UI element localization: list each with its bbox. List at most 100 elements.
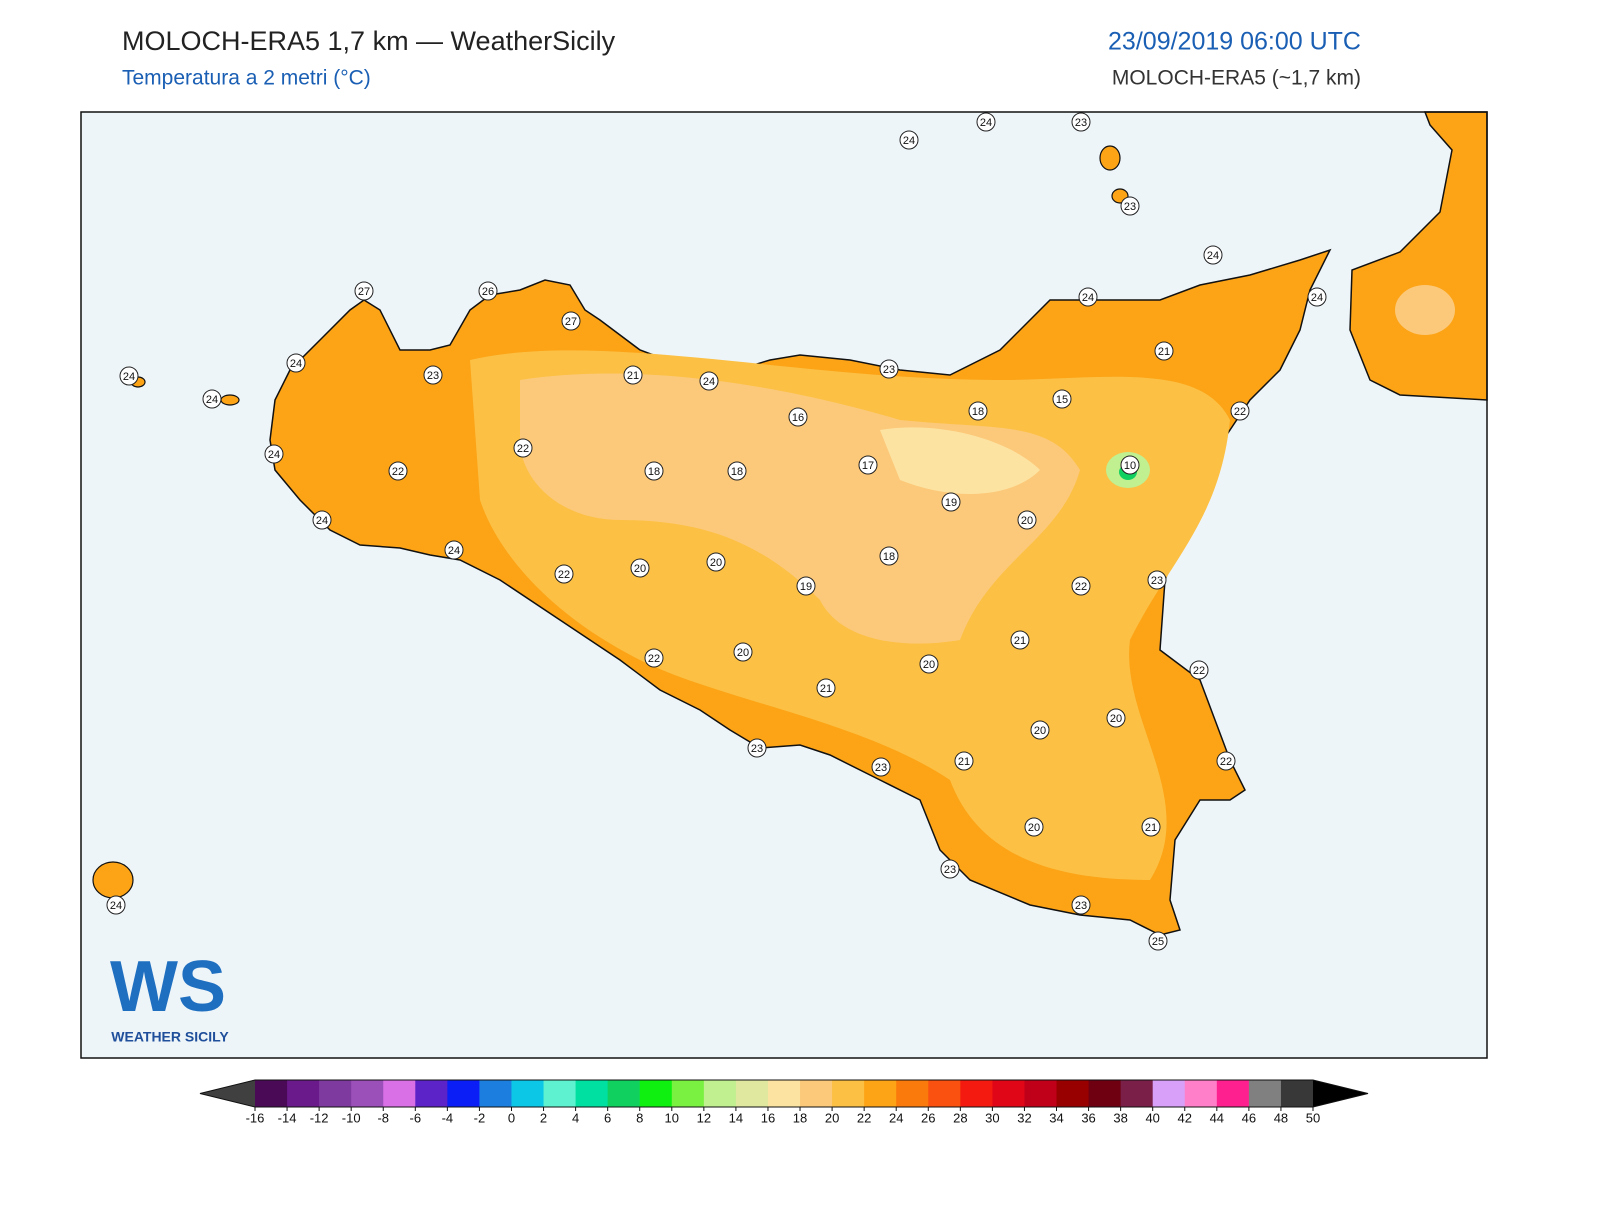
station-marker (513, 438, 533, 458)
station-value: 19 (800, 581, 812, 593)
station-value: 23 (1124, 201, 1136, 213)
station-value: 21 (820, 683, 832, 695)
date: 23/09/2019 06:00 UTC (1108, 28, 1361, 56)
colorbar-tick-label: 14 (729, 1110, 743, 1125)
station-marker (286, 353, 306, 373)
station-marker (976, 112, 996, 132)
colorbar-swatch (1120, 1080, 1154, 1107)
station-marker (561, 311, 581, 331)
station-value: 23 (1075, 117, 1087, 129)
station-marker (879, 546, 899, 566)
station-value: 21 (627, 370, 639, 382)
colorbar-tick-label: -2 (474, 1110, 486, 1125)
station-value: 18 (648, 466, 660, 478)
station-value: 24 (703, 376, 715, 388)
station-value: 20 (1021, 515, 1033, 527)
station-labels: 24 24 23 23 24 24 24 27 26 27 24 24 24 23 21 24 23 21 18 15… (106, 112, 1327, 951)
station-marker (1017, 510, 1037, 530)
colorbar-swatch (319, 1080, 352, 1107)
colorbar-swatch (415, 1080, 448, 1107)
station-value: 24 (1207, 250, 1219, 262)
colorbar-swatch (703, 1080, 737, 1107)
station-marker (1071, 895, 1091, 915)
station-value: 26 (482, 286, 494, 298)
colorbar-swatch (479, 1080, 512, 1107)
colorbar-swatch (960, 1080, 993, 1107)
colorbar-swatch (607, 1080, 641, 1107)
station-marker (630, 558, 650, 578)
logo-text: WS (110, 947, 226, 1027)
station-marker (954, 751, 974, 771)
station-value: 24 (290, 358, 302, 370)
colorbar-tick-label: 10 (665, 1110, 679, 1125)
colorbar-tick-label: 24 (889, 1110, 903, 1125)
station-marker (1024, 817, 1044, 837)
station-marker (1071, 576, 1091, 596)
station-value: 22 (1075, 581, 1087, 593)
subtitle: Temperatura a 2 metri (°C) (122, 67, 371, 90)
station-marker (354, 281, 374, 301)
station-value: 20 (1034, 725, 1046, 737)
station-marker (1189, 660, 1209, 680)
colorbar-tick-label: -16 (246, 1110, 265, 1125)
colorbar: -16 -14 -12 -10 -8 -6 -4 -2 0 2 4 6 8 10 12 14 16 18 20 22 2… (199, 1079, 1369, 1125)
colorbar-tick-label: -12 (310, 1110, 329, 1125)
station-value: 23 (751, 743, 763, 755)
colorbar-swatch (287, 1080, 320, 1107)
station-value: 24 (1082, 292, 1094, 304)
colorbar-tick-label: -8 (377, 1110, 389, 1125)
logo-caption: WEATHER SICILY (111, 1029, 229, 1045)
station-value: 21 (1014, 635, 1026, 647)
colorbar-swatch (255, 1080, 288, 1107)
colorbar-tick-label: 32 (1017, 1110, 1031, 1125)
station-value: 22 (1193, 665, 1205, 677)
station-value: 20 (1110, 713, 1122, 725)
station-marker (1120, 196, 1140, 216)
station-value: 22 (392, 466, 404, 478)
colorbar-tick-label: -14 (278, 1110, 297, 1125)
station-marker (1120, 455, 1140, 475)
colorbar-tick-label: 2 (540, 1110, 547, 1125)
island (92, 861, 134, 899)
colorbar-swatch (383, 1080, 416, 1107)
colorbar-swatch (575, 1080, 609, 1107)
station-marker (1154, 341, 1174, 361)
station-value: 22 (1234, 406, 1246, 418)
station-value: 25 (1152, 936, 1164, 948)
station-marker (623, 365, 643, 385)
station-marker (919, 654, 939, 674)
station-value: 27 (565, 316, 577, 328)
station-marker (423, 365, 443, 385)
colorbar-swatch (1184, 1080, 1218, 1107)
colorbar-swatch (992, 1080, 1025, 1107)
title: MOLOCH-ERA5 1,7 km — WeatherSicily (122, 26, 616, 56)
island (1099, 145, 1121, 171)
island (220, 394, 240, 406)
station-value: 20 (710, 557, 722, 569)
station-marker (727, 461, 747, 481)
colorbar-swatch (864, 1080, 897, 1107)
station-marker (312, 510, 332, 530)
station-value: 24 (110, 900, 122, 912)
colorbar-tick-label: 34 (1049, 1110, 1063, 1125)
colorbar-swatch (767, 1080, 801, 1107)
station-value: 19 (945, 497, 957, 509)
highland-cool (880, 427, 1040, 494)
station-value: 20 (923, 659, 935, 671)
station-marker (1230, 401, 1250, 421)
colorbar-tick-label: 44 (1210, 1110, 1224, 1125)
station-value: 24 (206, 394, 218, 406)
station-marker (388, 461, 408, 481)
colorbar-swatch (928, 1080, 961, 1107)
station-value: 17 (862, 460, 874, 472)
colorbar-tick-label: 40 (1145, 1110, 1159, 1125)
colorbar-swatch (671, 1080, 705, 1107)
station-marker (202, 389, 222, 409)
colorbar-swatch (896, 1080, 929, 1107)
colorbar-swatch (1280, 1080, 1314, 1107)
station-value: 18 (731, 466, 743, 478)
station-value: 23 (944, 864, 956, 876)
station-marker (706, 552, 726, 572)
colorbar-tick-label: 12 (697, 1110, 711, 1125)
